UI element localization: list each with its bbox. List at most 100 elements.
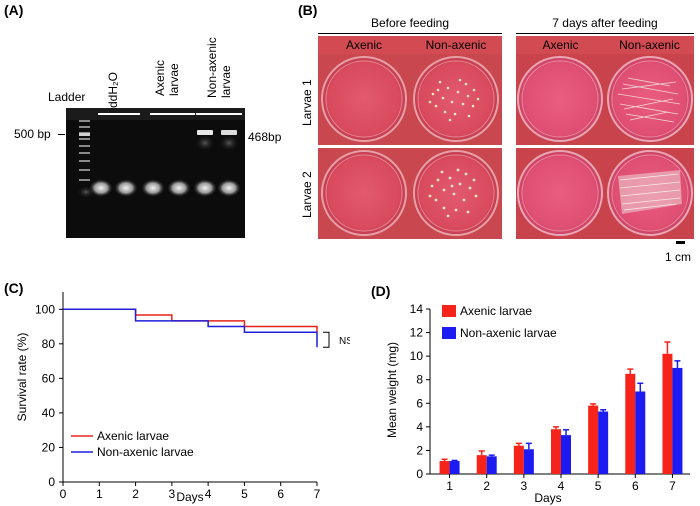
bar-nonaxenic — [672, 367, 683, 474]
legend-axenic-swatch-d — [442, 305, 456, 317]
bar-axenic — [662, 353, 673, 474]
x-tick-label: 3 — [169, 487, 176, 501]
bar-axenic — [551, 429, 561, 474]
weight-legend: Axenic larvae Non-axenic larvae — [442, 304, 557, 340]
row-label-larvae1: Larvae 1 — [300, 79, 314, 126]
bar-nonaxenic — [486, 456, 497, 474]
panel-b-label: (B) — [298, 2, 318, 18]
x-tick-label: 5 — [241, 487, 248, 501]
group-line-before — [318, 33, 502, 34]
ladder-label: Ladder — [48, 90, 86, 104]
group-title-after: 7 days after feeding — [552, 16, 658, 30]
header-after: Axenic Non-axenic — [516, 36, 694, 54]
band-nonaxenic-2 — [221, 130, 237, 135]
scale-label: 1 cm — [665, 250, 692, 264]
lane-label-axenic-line1: Axenic — [153, 59, 167, 96]
panel-c-label: (C) — [4, 280, 24, 296]
row-label-larvae2: Larvae 2 — [300, 171, 314, 218]
x-tick-label-d: 2 — [483, 479, 490, 493]
y-tick-label-d: 10 — [410, 349, 424, 363]
legend-axenic-label: Axenic larvae — [97, 429, 169, 443]
panel-a-label: (A) — [4, 2, 24, 18]
x-tick-label-d: 4 — [558, 479, 565, 493]
survival-chart: 0 1 2 3 4 5 6 7 0 20 40 60 80 100 Survival rate (%) D… — [15, 292, 350, 504]
plates-photo — [318, 54, 694, 239]
legend-nonaxenic-label: Non-axenic larvae — [97, 445, 194, 459]
y-tick-label-d: 8 — [416, 373, 423, 387]
bar-axenic — [476, 455, 487, 474]
ns-bracket — [323, 331, 330, 348]
col-nonaxenic-before: Non-axenic — [425, 38, 487, 52]
bar-nonaxenic — [449, 461, 460, 474]
weight-bars — [439, 341, 683, 474]
x-tick-label-d: 1 — [446, 479, 453, 493]
y-tick-label-d: 14 — [410, 302, 424, 316]
survival-axes: 0 1 2 3 4 5 6 7 0 20 40 60 80 100 — [35, 292, 330, 501]
y-tick-label-d: 6 — [416, 396, 423, 410]
plate-after-axenic-2 — [517, 150, 603, 236]
lane-label-ddh2o: ddH₂O — [106, 71, 120, 108]
bar-axenic — [625, 373, 636, 474]
plate-after-nonaxenic-1 — [607, 56, 693, 142]
y-tick-label: 80 — [42, 337, 56, 351]
x-tick-label: 7 — [314, 487, 321, 501]
plate-after-axenic-1 — [517, 56, 603, 142]
group-line-after — [516, 33, 694, 34]
x-tick-label: 2 — [132, 487, 139, 501]
col-axenic-after: Axenic — [542, 38, 579, 52]
survival-series — [63, 308, 318, 348]
bar-axenic — [513, 445, 524, 474]
x-tick-label: 0 — [60, 487, 67, 501]
x-tick-label-d: 7 — [669, 479, 676, 493]
survival-legend: Axenic larvae Non-axenic larvae — [71, 429, 194, 459]
legend-axenic-label-d: Axenic larvae — [460, 304, 532, 318]
bar-nonaxenic — [635, 391, 646, 474]
plate-before-axenic-1 — [321, 56, 407, 142]
band-468bp-label: 468bp — [248, 130, 282, 144]
col-axenic-before: Axenic — [345, 38, 383, 52]
y-tick-label: 20 — [42, 440, 56, 454]
survival-line-nonaxenic — [63, 308, 318, 348]
panel-d-label: (D) — [371, 283, 391, 299]
plate-before-nonaxenic-1 — [413, 56, 499, 142]
y-tick-label-d: 4 — [416, 420, 423, 434]
lane-label-axenic-line2: larvae — [167, 63, 181, 96]
y-tick-label: 60 — [42, 371, 56, 385]
y-tick-label: 100 — [35, 302, 55, 316]
y-tick-label: 40 — [42, 406, 56, 420]
legend-nonaxenic-swatch-d — [442, 327, 456, 339]
lane-label-nonaxenic: Non-axenic larvae — [205, 37, 233, 98]
marker-500bp-label: 500 bp — [14, 127, 51, 141]
gel-image — [66, 108, 245, 238]
bar-nonaxenic — [598, 411, 609, 474]
x-tick-label: 6 — [277, 487, 284, 501]
bar-nonaxenic — [523, 449, 534, 474]
lane-bar-nonaxenic — [196, 113, 242, 115]
weight-ylabel: Mean weight (mg) — [385, 342, 399, 438]
bar-nonaxenic — [561, 435, 571, 474]
bar-axenic — [439, 461, 450, 474]
gel-svg — [66, 108, 245, 238]
survival-xlabel: Days — [176, 490, 203, 504]
x-tick-label: 4 — [205, 487, 212, 501]
survival-ylabel: Survival rate (%) — [15, 333, 29, 422]
col-nonaxenic-after: Non-axenic — [619, 38, 680, 52]
legend-nonaxenic-label-d: Non-axenic larvae — [460, 326, 557, 340]
lane-label-nonaxenic-line1: Non-axenic — [205, 37, 219, 98]
lane-bar-ddh2o — [98, 113, 140, 115]
plate-after-nonaxenic-2 — [607, 150, 693, 236]
header-before: Axenic Non-axenic — [318, 36, 502, 54]
plate-before-axenic-2 — [321, 150, 407, 236]
band-nonaxenic-1 — [197, 130, 213, 135]
plate-before-nonaxenic-2 — [413, 150, 499, 236]
scale-bar — [676, 241, 685, 244]
y-tick-label-d: 12 — [410, 326, 424, 340]
lane-label-axenic: Axenic larvae — [153, 60, 181, 96]
weight-xlabel: Days — [534, 491, 561, 505]
x-tick-label: 1 — [96, 487, 103, 501]
x-tick-label-d: 5 — [595, 479, 602, 493]
y-tick-label: 0 — [48, 475, 55, 489]
group-title-before: Before feeding — [370, 16, 450, 30]
